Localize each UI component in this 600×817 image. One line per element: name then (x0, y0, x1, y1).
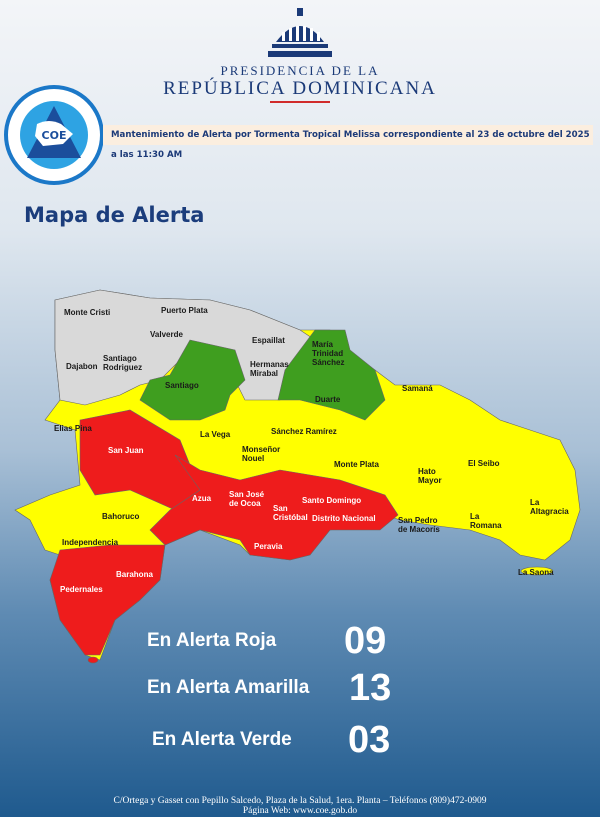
label-elias-pina: Elias Pina (54, 424, 92, 433)
map-title: Mapa de Alerta (24, 203, 205, 227)
region-red-south (149, 454, 399, 561)
label-duarte: Duarte (315, 395, 341, 404)
label-santiago-rodriguez: Santiago Rodriguez (103, 354, 143, 372)
label-la-vega: La Vega (200, 430, 231, 439)
presidency-line1: PRESIDENCIA DE LA (220, 63, 380, 78)
label-san-cristobal: San Cristóbal (273, 504, 308, 522)
label-bahoruco: Bahoruco (102, 512, 140, 521)
footer-address: C/Ortega y Gasset con Pepillo Salcedo, P… (113, 796, 487, 806)
label-puerto-plata: Puerto Plata (161, 306, 208, 315)
label-espaillat: Espaillat (252, 336, 285, 345)
label-santo-domingo: Santo Domingo (302, 496, 362, 505)
label-azua: Azua (192, 494, 212, 503)
label-valverde: Valverde (150, 330, 183, 339)
green-alert-label: En Alerta Verde (152, 729, 292, 750)
label-distrito-nacional: Distrito Nacional (312, 514, 376, 523)
region-gray (54, 289, 316, 406)
yellow-alert-label: En Alerta Amarilla (147, 677, 310, 698)
alert-banner: Mantenimiento de Alerta por Tormenta Tro… (103, 125, 593, 160)
label-peravia: Peravia (254, 542, 283, 551)
presidency-line2: REPÚBLICA DOMINICANA (163, 78, 437, 99)
label-monte-cristi: Monte Cristi (64, 308, 111, 317)
region-green-east (277, 329, 386, 421)
label-hermanas-mirabal: Hermanas Mirabal (250, 360, 289, 378)
label-hato-mayor: Hato Mayor (418, 467, 442, 485)
green-alert-count: 03 (348, 719, 391, 761)
presidency-dome-logo (268, 8, 332, 57)
label-la-romana: La Romana (470, 512, 502, 530)
footer-web: Página Web: www.coe.gob.do (242, 806, 358, 816)
label-san-juan: San Juan (108, 446, 144, 455)
divider (270, 101, 330, 103)
label-el-seibo: El Seibo (468, 459, 500, 468)
yellow-alert-count: 13 (349, 667, 392, 709)
label-la-saona: La Saona (518, 568, 554, 577)
red-alert-count: 09 (344, 620, 387, 662)
label-samana: Samaná (402, 384, 433, 393)
region-green-santiago (139, 339, 246, 421)
label-barahona: Barahona (116, 570, 153, 579)
coe-seal-logo: COE (4, 85, 104, 185)
isla-beata (87, 656, 99, 664)
label-monsenor-nouel: Monseñor Nouel (242, 445, 281, 463)
label-monte-plata: Monte Plata (334, 460, 379, 469)
label-pedernales: Pedernales (60, 585, 103, 594)
red-alert-label: En Alerta Roja (147, 630, 277, 651)
label-dajabon: Dajabon (66, 362, 98, 371)
label-la-altagracia: La Altagracia (530, 498, 569, 516)
svg-text:COE: COE (42, 129, 67, 142)
label-santiago: Santiago (165, 381, 199, 390)
label-independencia: Independencia (62, 538, 119, 547)
label-san-jose-de-ocoa: San José de Ocoa (229, 490, 265, 508)
label-san-pedro-de-macoris: San Pedro de Macorís (398, 516, 440, 534)
label-sanchez-ramirez: Sánchez Ramírez (271, 427, 337, 436)
label-maria-trinidad-sanchez: María Trinidad Sánchez (312, 340, 345, 367)
la-saona-island (520, 566, 554, 576)
region-red-southwest (49, 544, 166, 656)
